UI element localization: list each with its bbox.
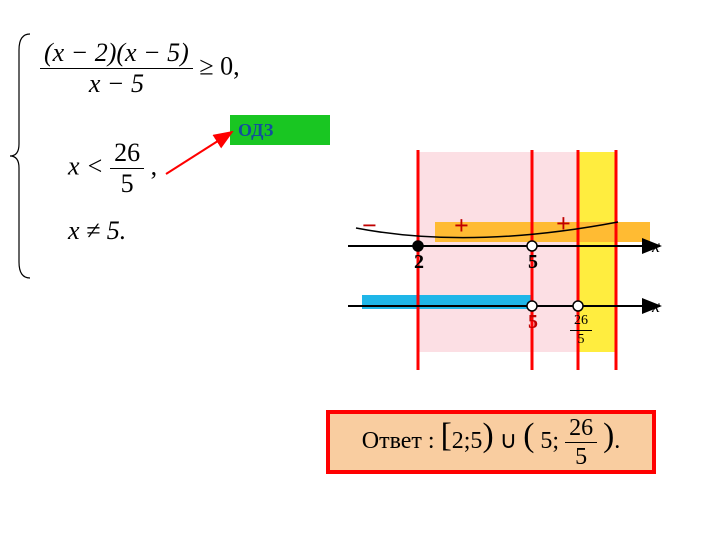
svg-text:−: − — [362, 211, 377, 240]
svg-text:+: + — [454, 211, 469, 240]
svg-text:x: x — [651, 296, 660, 316]
svg-text:2: 2 — [414, 251, 424, 273]
row-xlt: x < 265 , — [68, 140, 157, 197]
frac-26-5: 265 — [570, 314, 592, 347]
row-rational: (x − 2)(x − 5)x − 5 ≥ 0, — [40, 40, 240, 97]
svg-text:5: 5 — [528, 251, 538, 273]
row-plain: x ≠ 5. — [68, 216, 126, 246]
svg-text:+: + — [556, 209, 571, 238]
svg-text:x: x — [651, 236, 660, 256]
svg-text:5: 5 — [528, 311, 538, 333]
